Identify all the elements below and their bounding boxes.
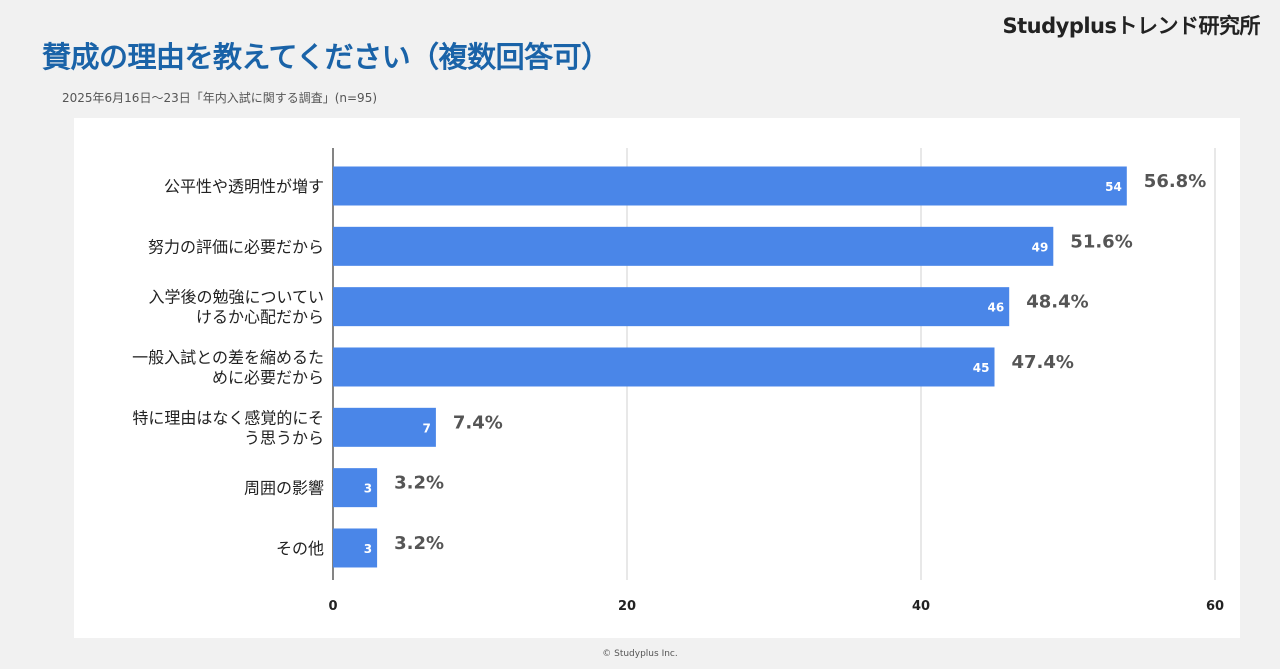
bar-value-label: 54 — [1105, 180, 1122, 194]
percent-label: 7.4% — [453, 412, 503, 433]
percent-label: 48.4% — [1026, 292, 1088, 313]
bar-value-label: 7 — [423, 421, 431, 435]
page-title: 賛成の理由を教えてください（複数回答可） — [42, 40, 610, 74]
category-label: 努力の評価に必要だから — [148, 237, 324, 256]
category-label: 入学後の勉強についてい — [148, 288, 324, 307]
category-label: 公平性や透明性が増す — [164, 177, 324, 196]
bar-chart: 0 20 40 60 54 56.8% 公平性や透明性が増す 49 51.6% 努力の評価に必要だ… — [132, 148, 1224, 614]
bar-value-label: 3 — [364, 482, 372, 496]
category-label: 周囲の影響 — [244, 479, 324, 498]
percent-label: 51.6% — [1070, 231, 1132, 252]
bar — [333, 407, 436, 447]
x-tick-label: 0 — [328, 599, 337, 614]
category-label: めに必要だから — [212, 368, 324, 387]
x-tick-label: 20 — [618, 599, 636, 614]
percent-label: 3.2% — [394, 533, 444, 554]
bar-value-label: 46 — [987, 301, 1004, 315]
brand-logo-text: Studyplusトレンド研究所 — [1002, 14, 1260, 38]
bar — [333, 226, 1054, 266]
x-tick-label: 60 — [1206, 599, 1224, 614]
bar-value-label: 49 — [1032, 240, 1049, 254]
category-label: 特に理由はなく感覚的にそ — [132, 408, 324, 427]
category-label: けるか心配だから — [196, 308, 324, 327]
survey-subtitle: 2025年6月16日～23日「年内入試に関する調査」(n=95) — [62, 91, 378, 105]
x-tick-label: 40 — [912, 599, 930, 614]
bar — [333, 347, 995, 387]
percent-label: 3.2% — [394, 473, 444, 494]
category-label: う思うから — [244, 428, 324, 447]
category-label: 一般入試との差を縮めるた — [132, 348, 324, 367]
bar — [333, 528, 378, 568]
bar — [333, 287, 1010, 327]
bar — [333, 468, 378, 508]
bar — [333, 166, 1127, 206]
percent-label: 56.8% — [1144, 171, 1206, 192]
chart-panel: 0 20 40 60 54 56.8% 公平性や透明性が増す 49 51.6% 努力の評価に必要だ… — [74, 118, 1240, 638]
bar-value-label: 45 — [973, 361, 990, 375]
category-label: その他 — [276, 539, 324, 558]
percent-label: 47.4% — [1012, 352, 1074, 373]
copyright: © Studyplus Inc. — [602, 649, 678, 659]
bar-value-label: 3 — [364, 542, 372, 556]
